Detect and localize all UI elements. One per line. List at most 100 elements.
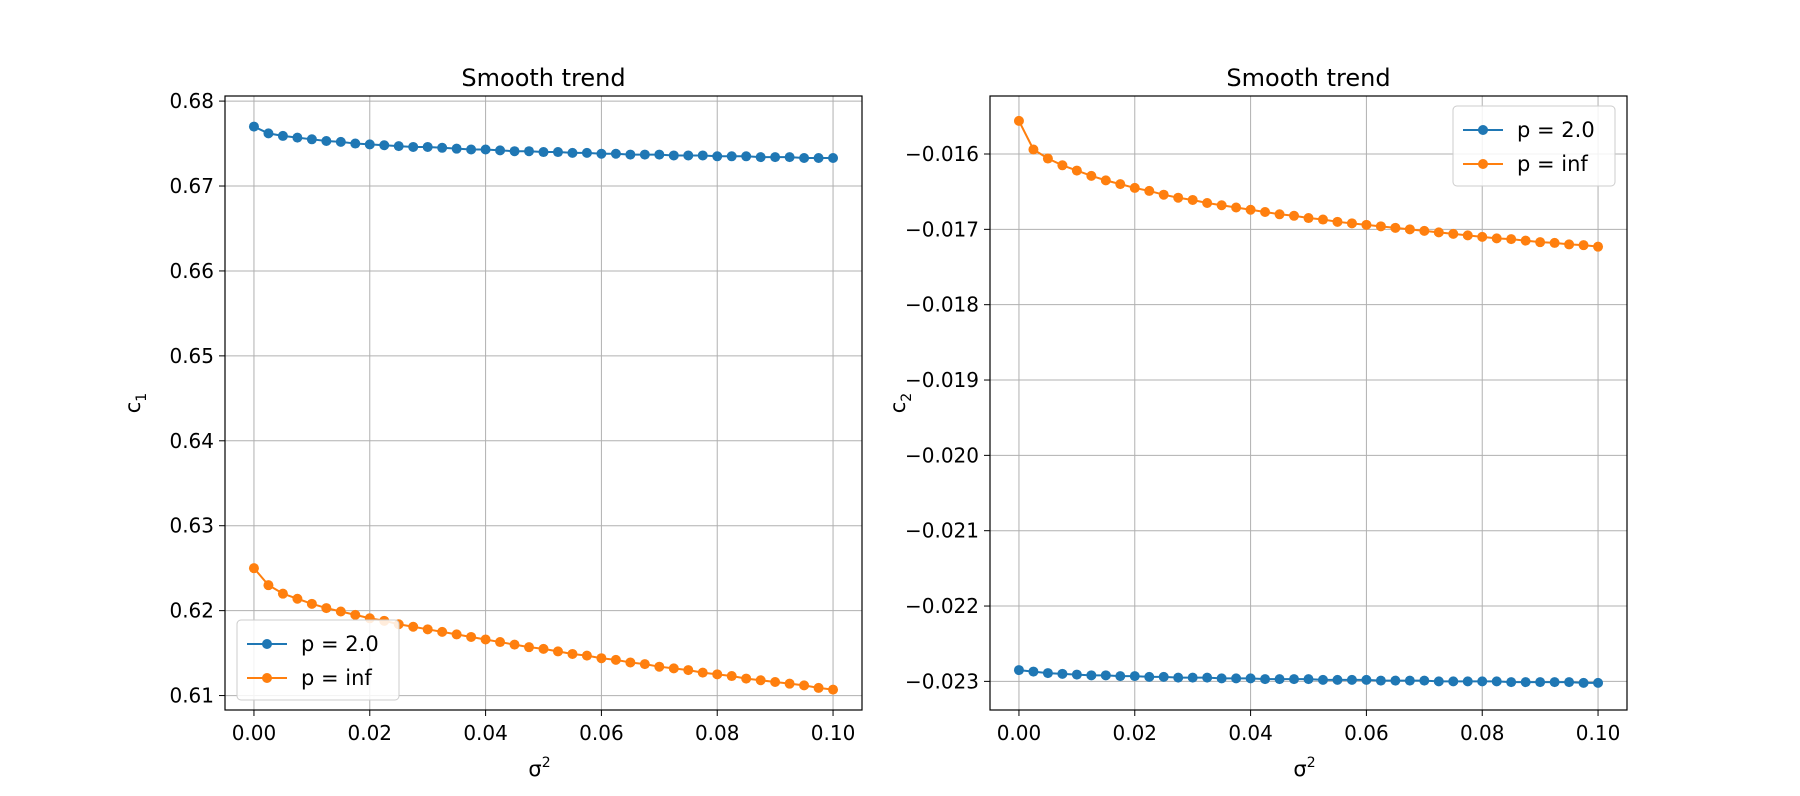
data-point-p-2-0	[770, 152, 781, 163]
data-point-p-inf	[1578, 240, 1589, 251]
x-tick-label: 0.04	[1228, 721, 1273, 745]
y-axis-label: c2	[886, 393, 915, 413]
y-tick-label: 0.68	[169, 89, 214, 113]
axes-frame	[989, 95, 1628, 711]
data-point-p-2-0	[451, 143, 462, 154]
x-tick-label: 0.06	[1344, 721, 1389, 745]
data-point-p-inf	[697, 667, 708, 678]
data-point-p-2-0	[1462, 676, 1473, 687]
data-point-p-2-0	[1245, 673, 1256, 684]
data-point-p-inf	[1506, 234, 1517, 245]
data-point-p-2-0	[1346, 674, 1357, 685]
data-point-p-2-0	[1216, 673, 1227, 684]
data-point-p-2-0	[1535, 677, 1546, 688]
legend-marker-p-inf	[1478, 159, 1488, 169]
data-point-p-2-0	[596, 148, 607, 159]
data-point-p-inf	[292, 593, 303, 604]
data-point-p-2-0	[683, 150, 694, 161]
data-point-p-inf	[1404, 224, 1415, 235]
x-axis-label-text: σ	[528, 757, 541, 781]
legend-box	[1452, 105, 1616, 187]
data-point-p-2-0	[1448, 676, 1459, 687]
data-point-p-inf	[1549, 237, 1560, 248]
data-point-p-2-0	[379, 140, 390, 151]
left-chart-panel: 0.00 0.02 0.04 0.06 0.08 0.10 0.61 0.62 0.63 0.64…	[121, 64, 863, 781]
data-point-p-2-0	[1289, 674, 1300, 685]
data-point-p-inf	[654, 661, 665, 672]
x-tick-label: 0.08	[695, 721, 740, 745]
data-point-p-inf	[1028, 144, 1039, 155]
data-point-p-inf	[610, 654, 621, 665]
x-tick-label: 0.08	[1460, 721, 1505, 745]
data-point-p-inf	[770, 676, 781, 687]
data-point-p-inf	[306, 598, 317, 609]
data-point-p-2-0	[799, 152, 810, 163]
data-point-p-2-0	[1303, 674, 1314, 685]
data-point-p-inf	[1274, 209, 1285, 220]
data-point-p-2-0	[639, 149, 650, 160]
data-point-p-2-0	[1317, 674, 1328, 685]
data-point-p-2-0	[466, 144, 477, 155]
data-point-p-inf	[1231, 202, 1242, 213]
y-tick-label: −0.022	[905, 594, 979, 618]
axes-frame	[224, 95, 863, 711]
data-point-p-2-0	[1332, 674, 1343, 685]
data-point-p-inf	[668, 663, 679, 674]
x-axis-label-text: σ	[1293, 757, 1306, 781]
data-point-p-inf	[683, 665, 694, 676]
data-point-p-inf	[1491, 233, 1502, 244]
x-tick-label: 0.02	[348, 721, 393, 745]
data-point-p-inf	[799, 680, 810, 691]
x-tick-label: 0.02	[1113, 721, 1158, 745]
data-point-p-inf	[1115, 179, 1126, 190]
data-point-p-inf	[248, 563, 259, 574]
data-point-p-2-0	[538, 147, 549, 158]
y-axis-label-text: c	[886, 402, 910, 414]
data-point-p-2-0	[480, 144, 491, 155]
data-point-p-inf	[1013, 115, 1024, 126]
y-tick-label: 0.62	[169, 599, 214, 623]
data-point-p-2-0	[1578, 677, 1589, 688]
data-point-p-2-0	[552, 147, 563, 158]
y-tick-label: 0.66	[169, 259, 214, 283]
data-point-p-inf	[1216, 200, 1227, 211]
right-chart-panel: 0.00 0.02 0.04 0.06 0.08 0.10 −0.016 −0.017 −0.0…	[886, 64, 1628, 781]
data-point-p-2-0	[813, 152, 824, 163]
data-point-p-inf	[1448, 228, 1459, 239]
data-point-p-2-0	[422, 141, 433, 152]
data-point-p-inf	[335, 606, 346, 617]
data-point-p-inf	[712, 669, 723, 680]
x-tick-label: 0.06	[579, 721, 624, 745]
legend-marker-p-inf	[262, 673, 272, 683]
data-point-p-2-0	[1260, 674, 1271, 685]
data-point-p-2-0	[364, 139, 375, 150]
data-point-p-inf	[1100, 175, 1111, 186]
y-tick-label: −0.023	[905, 669, 979, 693]
data-point-p-inf	[1158, 189, 1169, 200]
data-point-p-inf	[1346, 218, 1357, 229]
data-point-p-2-0	[1564, 677, 1575, 688]
data-point-p-2-0	[828, 152, 839, 163]
data-point-p-inf	[1260, 207, 1271, 218]
data-point-p-inf	[1202, 197, 1213, 208]
data-point-p-inf	[1535, 237, 1546, 248]
data-point-p-2-0	[610, 148, 621, 159]
data-point-p-2-0	[509, 146, 520, 157]
data-point-p-inf	[828, 684, 839, 695]
y-tick-label: 0.67	[169, 174, 214, 198]
x-axis-label-superscript: 2	[542, 755, 551, 771]
x-tick-label: 0.04	[463, 721, 508, 745]
data-point-p-inf	[755, 675, 766, 686]
data-point-p-inf	[466, 631, 477, 642]
chart-title: Smooth trend	[1226, 64, 1390, 92]
data-point-p-inf	[1462, 230, 1473, 241]
y-tick-label: 0.64	[169, 429, 214, 453]
data-point-p-2-0	[1506, 677, 1517, 688]
data-point-p-2-0	[668, 150, 679, 161]
data-point-p-2-0	[1274, 674, 1285, 685]
y-axis-label-subscript: 1	[134, 393, 150, 402]
data-point-p-2-0	[1086, 670, 1097, 681]
legend: p = 2.0 p = inf	[1452, 105, 1616, 187]
data-point-p-2-0	[1144, 671, 1155, 682]
data-point-p-2-0	[1013, 665, 1024, 676]
